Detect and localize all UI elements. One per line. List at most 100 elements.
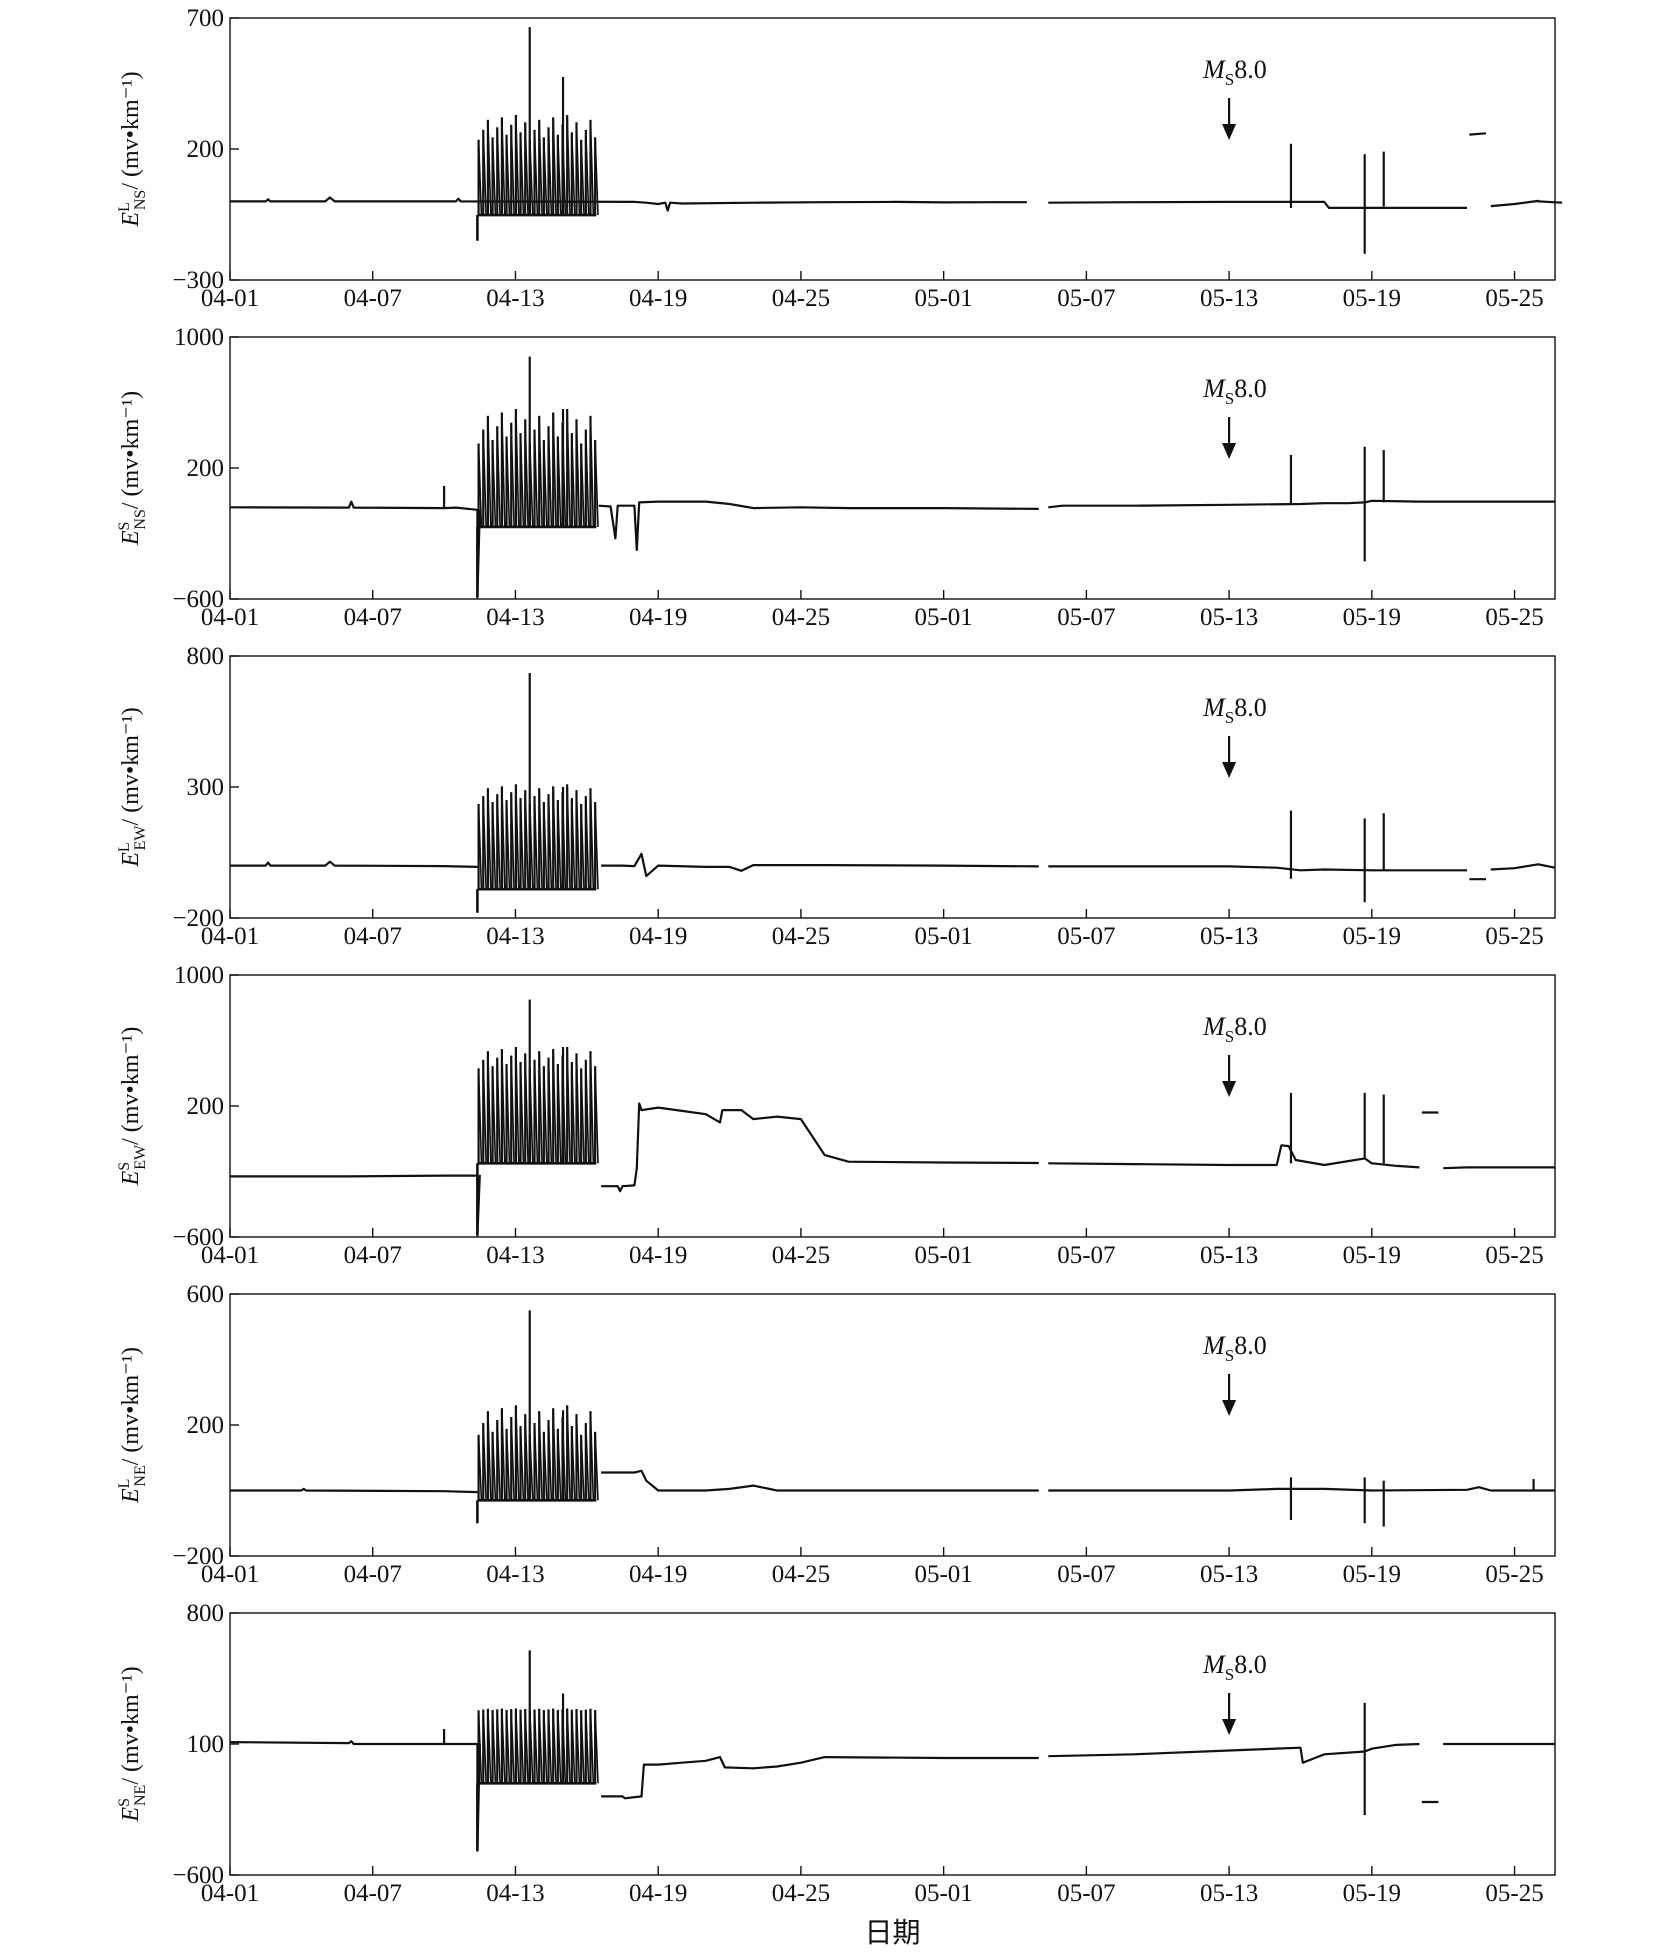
earthquake-marker: MS8.0: [1202, 1012, 1267, 1097]
x-tick-label: 05-13: [1200, 604, 1258, 631]
burst-fall: [547, 1057, 553, 1164]
burst-fall: [515, 784, 520, 890]
burst-fall: [496, 1420, 501, 1501]
burst-fall: [505, 436, 511, 527]
burst-fall: [575, 122, 581, 216]
burst-fall: [557, 1064, 562, 1164]
burst-fall: [538, 788, 543, 890]
y-tick-label: 800: [187, 643, 225, 670]
burst-fall: [566, 409, 571, 527]
burst-fall: [589, 415, 595, 527]
burst-fall: [543, 439, 548, 527]
burst-fall: [524, 1414, 529, 1501]
marker-label: MS8.0: [1202, 374, 1267, 408]
burst-fall: [571, 1425, 576, 1501]
burst-fall: [477, 443, 483, 527]
burst-fall: [505, 800, 511, 890]
y-tick-label: 700: [187, 5, 225, 32]
series-segment-3: [1469, 132, 1487, 136]
burst-fall: [496, 1057, 501, 1164]
burst-fall: [533, 129, 539, 216]
burst-fall: [543, 137, 548, 216]
burst-fall: [547, 794, 553, 890]
burst-fall: [589, 788, 595, 890]
x-tick-label: 04-19: [629, 1242, 687, 1269]
burst-fall: [524, 1708, 529, 1784]
series-segment-5: [1490, 863, 1556, 871]
burst-fall: [491, 802, 497, 890]
burst-fall: [519, 1061, 525, 1164]
x-tick-label: 05-25: [1485, 604, 1543, 631]
burst-fall: [491, 1066, 497, 1164]
series-segment-2: [598, 500, 1039, 551]
plot-frame: [229, 1293, 1556, 1557]
y-tick-label: −600: [172, 1862, 224, 1889]
series-segment-2: [601, 1102, 1039, 1193]
burst-fall: [571, 1709, 576, 1784]
burst-fall: [575, 1053, 581, 1164]
burst-fall: [552, 786, 557, 890]
marker-label: MS8.0: [1202, 1650, 1267, 1684]
series-segment-1: [230, 196, 1027, 212]
y-tick-label: −600: [172, 586, 224, 613]
burst-fall: [519, 798, 525, 890]
x-tick-label: 04-07: [344, 923, 402, 950]
burst-fall: [487, 1411, 492, 1501]
marker-label: MS8.0: [1202, 1331, 1267, 1365]
y-tick-label: 200: [187, 1093, 225, 1120]
burst-fall: [487, 788, 492, 890]
burst-fall: [557, 436, 562, 527]
burst-fall: [515, 409, 520, 527]
burst-fall: [543, 1710, 548, 1784]
burst-fall: [594, 137, 599, 216]
burst-fall: [538, 1708, 543, 1784]
x-tick-label: 05-19: [1343, 285, 1401, 312]
series-segment-2: [1048, 200, 1467, 209]
burst-fall: [524, 122, 529, 216]
burst-spikes: [476, 673, 599, 913]
plot-frame: [229, 17, 1556, 281]
y-tick-label: −600: [172, 1224, 224, 1251]
x-tick-label: 04-19: [629, 285, 687, 312]
y-tick-label: 200: [187, 1412, 225, 1439]
burst-fall: [510, 1055, 515, 1164]
x-tick-label: 04-25: [772, 285, 830, 312]
x-tick-label: 04-19: [629, 1561, 687, 1588]
y-axis-label: ELNS/ (mv•km⁻¹): [116, 71, 149, 227]
burst-fall: [547, 426, 553, 527]
series-segment-3: [1048, 1742, 1420, 1764]
burst-fall: [533, 1059, 539, 1164]
burst-fall: [510, 792, 515, 890]
x-tick-label: 04-19: [629, 923, 687, 950]
burst-spikes: [476, 27, 599, 241]
burst-fall: [571, 798, 576, 890]
y-axis-label: ELNE/ (mv•km⁻¹): [116, 1347, 149, 1504]
x-tick-label: 04-07: [344, 1880, 402, 1907]
x-tick-label: 04-13: [486, 923, 544, 950]
x-tick-label: 04-19: [629, 1880, 687, 1907]
series-line: [230, 27, 1563, 254]
burst-fall: [482, 429, 487, 527]
burst-fall: [505, 134, 511, 216]
burst-fall: [515, 114, 520, 216]
burst-spikes: [476, 1310, 599, 1524]
x-tick-label: 04-13: [486, 1880, 544, 1907]
burst-fall: [585, 1709, 590, 1784]
y-tick-label: 100: [187, 1731, 225, 1758]
x-tick-label: 05-13: [1200, 1561, 1258, 1588]
burst-fall: [566, 784, 571, 890]
burst-fall: [547, 1709, 553, 1784]
burst-fall: [515, 1047, 520, 1164]
earthquake-marker: MS8.0: [1202, 693, 1267, 778]
burst-fall: [547, 127, 553, 216]
burst-fall: [557, 1709, 562, 1784]
marker-label: MS8.0: [1202, 55, 1267, 89]
earthquake-marker: MS8.0: [1202, 1331, 1267, 1416]
burst-fall: [575, 419, 581, 527]
x-tick-label: 04-13: [486, 604, 544, 631]
x-tick-label: 05-19: [1343, 1242, 1401, 1269]
x-tick-label: 05-07: [1057, 1242, 1115, 1269]
x-tick-label: 04-25: [772, 923, 830, 950]
earthquake-marker: MS8.0: [1202, 374, 1267, 459]
